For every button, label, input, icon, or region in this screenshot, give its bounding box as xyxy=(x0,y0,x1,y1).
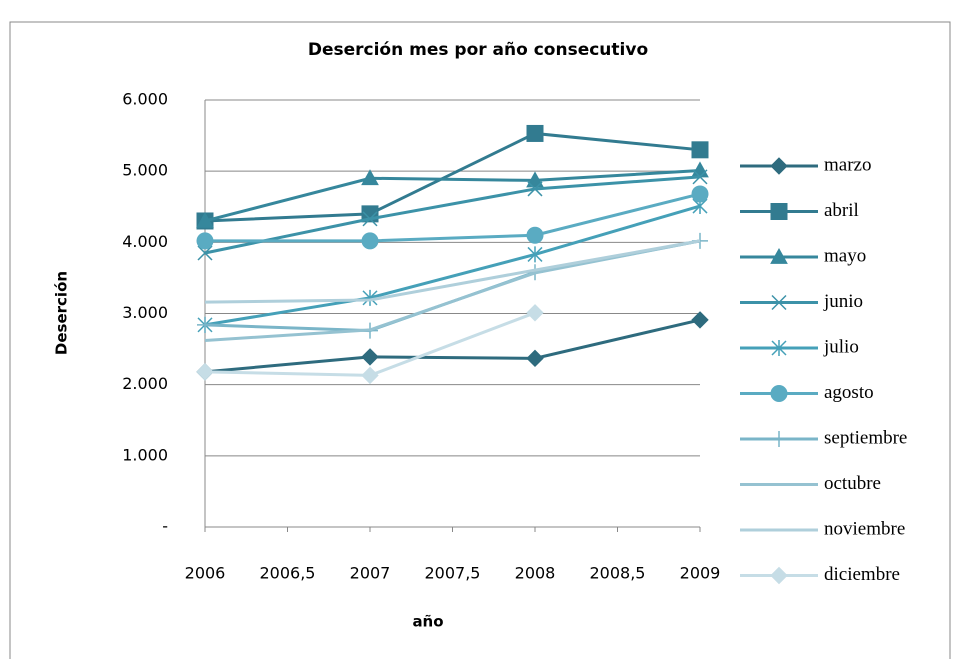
legend-label: noviembre xyxy=(824,518,905,539)
series-line xyxy=(204,318,701,374)
x-tick-label: 2007,5 xyxy=(425,564,481,583)
marker xyxy=(361,366,379,385)
legend-label: agosto xyxy=(824,382,874,403)
marker xyxy=(771,431,787,447)
marker xyxy=(527,181,543,197)
legend-label: junio xyxy=(823,291,863,312)
marker xyxy=(361,169,379,186)
marker xyxy=(196,363,214,381)
x-tick-label: 2006 xyxy=(185,564,226,583)
series-line xyxy=(204,168,701,223)
x-tick-label: 2009 xyxy=(680,564,721,583)
y-tick-label: 3.000 xyxy=(122,303,168,322)
marker xyxy=(691,311,709,329)
marker xyxy=(692,169,708,185)
marker xyxy=(770,385,788,402)
marker xyxy=(196,232,214,250)
y-tick-label: 6.000 xyxy=(122,90,168,109)
marker xyxy=(361,348,379,366)
legend-label: marzo xyxy=(824,154,871,175)
legend-label: diciembre xyxy=(824,564,900,585)
series-line xyxy=(204,131,701,223)
legend-label: septiembre xyxy=(824,427,907,448)
chart-frame xyxy=(9,21,951,659)
marker xyxy=(361,232,379,250)
x-tick-label: 2008 xyxy=(515,564,556,583)
marker xyxy=(527,246,543,263)
marker xyxy=(526,349,544,368)
marker xyxy=(526,226,544,244)
marker xyxy=(196,211,214,228)
legend-label: julio xyxy=(823,336,859,357)
marker xyxy=(526,171,544,188)
marker xyxy=(362,211,378,227)
y-tick-label: - xyxy=(162,517,168,536)
legend-label: abril xyxy=(824,200,859,221)
marker xyxy=(197,245,213,261)
marker xyxy=(770,566,788,585)
series-line xyxy=(205,192,701,243)
marker xyxy=(197,316,213,333)
y-tick-label: 1.000 xyxy=(122,445,168,464)
y-tick-label: 5.000 xyxy=(122,161,168,180)
x-tick-label: 2007 xyxy=(350,564,391,583)
marker xyxy=(691,141,709,159)
marker xyxy=(770,203,788,220)
series-line xyxy=(204,239,701,304)
series-line xyxy=(204,204,701,327)
x-tick-label: 2006,5 xyxy=(260,564,316,583)
legend-label: mayo xyxy=(824,245,866,266)
chart-title: Deserción mes por año consecutivo xyxy=(308,40,648,60)
x-tick-label: 2008,5 xyxy=(590,564,646,583)
legend-label: octubre xyxy=(824,473,881,494)
y-axis-label: Deserción xyxy=(53,271,71,355)
marker xyxy=(526,304,544,322)
marker xyxy=(362,289,378,306)
x-axis-label: año xyxy=(412,613,443,631)
marker xyxy=(770,157,788,175)
marker xyxy=(771,294,787,311)
y-tick-label: 2.000 xyxy=(122,374,168,393)
marker xyxy=(770,247,788,264)
marker xyxy=(691,185,709,203)
marker xyxy=(526,124,544,142)
marker xyxy=(771,340,787,356)
y-tick-label: 4.000 xyxy=(122,232,168,251)
series-line xyxy=(204,175,701,255)
